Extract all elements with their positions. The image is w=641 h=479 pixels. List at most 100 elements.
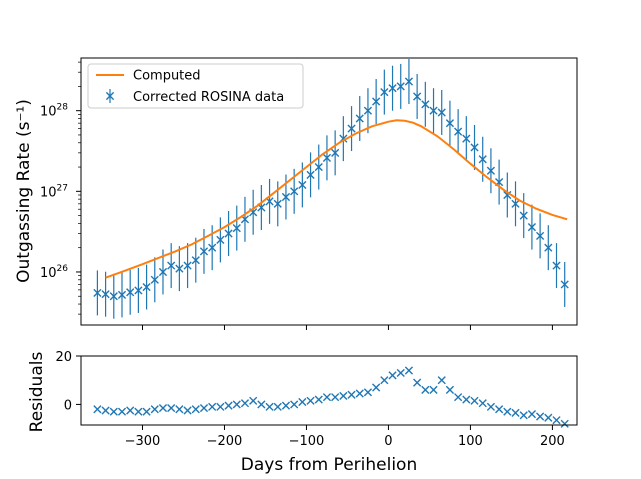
residual-point [462,395,471,404]
data-point [175,246,184,292]
residual-point [265,402,274,411]
residual-point [224,401,233,410]
data-point [109,273,118,319]
data-point-marker [511,199,520,208]
x-tick-label: −100 [289,434,325,449]
data-point [380,69,389,115]
data-point-marker [437,108,446,117]
residual-point [380,376,389,385]
residual-point [347,390,356,399]
data-point-marker [208,243,217,252]
residual-point [117,407,127,416]
data-point-marker [486,166,496,175]
x-axis-label: Days from Perihelion [241,455,417,475]
data-point-marker [380,87,389,97]
legend: Computed Corrected ROSINA data [87,63,304,109]
residual-point [322,393,332,402]
residual-point [470,396,479,405]
residual-point [101,406,110,415]
residual-point [109,407,118,416]
residual-point [158,403,168,413]
data-point [355,96,364,141]
residual-point [175,405,184,414]
data-point [552,243,561,289]
data-point-marker [347,124,356,133]
residual-point [363,388,373,397]
residuals-x-ticks: −300 −200 −100 0 100 200 [125,425,565,449]
x-tick-label: −300 [125,434,161,449]
data-point [306,152,315,198]
legend-data-label: Corrected ROSINA data [133,90,284,105]
data-point-marker [290,187,299,196]
data-point [314,144,323,190]
residual-point [93,405,102,414]
data-point-marker [404,77,414,86]
data-point [511,181,520,227]
data-point-marker [216,235,225,244]
residual-point [429,385,438,394]
data-point-marker [478,155,487,164]
data-point [396,63,405,109]
data-point-marker [454,127,463,136]
data-point-marker [273,199,282,208]
data-point [462,116,471,162]
data-point-marker [322,153,332,162]
data-point [224,211,233,256]
residual-point [536,412,545,421]
data-point [199,228,209,274]
data-point-marker [126,288,135,297]
x-tick-label: 200 [540,434,565,449]
data-point [216,217,225,263]
data-point [183,243,192,289]
residual-point [314,395,323,404]
computed-curve [105,119,568,279]
residual-point [552,416,561,425]
data-point-marker [413,92,422,101]
data-point-marker [527,223,537,232]
data-point [437,89,446,135]
data-point-marker [167,261,176,270]
residual-point [150,405,159,414]
residual-point [298,397,307,407]
data-point [191,237,200,283]
data-point [322,135,332,181]
data-point [470,124,479,170]
residuals-panel: −300 −200 −100 0 100 200 0 20 Residuals Days f… [27,350,578,475]
data-point [117,272,127,318]
data-point-marker [101,290,110,299]
data-point-marker [372,97,381,106]
residual-point [208,402,217,411]
main-data-layer [93,59,569,319]
data-point [101,271,110,317]
data-point [560,261,569,307]
data-point-marker [191,256,200,265]
data-point-marker [281,192,291,202]
residual-point [167,403,176,413]
data-point-marker [363,106,373,115]
residual-point [560,419,569,428]
data-point [421,81,430,127]
residual-point [232,400,241,409]
residual-point [544,413,553,422]
legend-computed-label: Computed [133,69,201,84]
data-point-marker [314,162,323,172]
residual-point [142,407,151,416]
residual-point [421,385,430,394]
data-point-marker [552,261,561,270]
data-point [429,88,438,134]
data-point [454,109,463,155]
data-point-marker [224,229,233,238]
data-point-marker [183,261,192,270]
data-point [388,65,397,111]
data-point-marker [396,82,405,91]
residual-point [331,393,340,402]
residual-point [273,402,282,411]
residual-point [519,411,528,420]
main-x-ticks [141,325,553,330]
data-point-marker [560,280,569,289]
residual-point [249,396,258,405]
data-point-marker [462,134,471,143]
data-point [126,269,135,315]
data-point [372,79,381,124]
residual-point [511,408,520,417]
